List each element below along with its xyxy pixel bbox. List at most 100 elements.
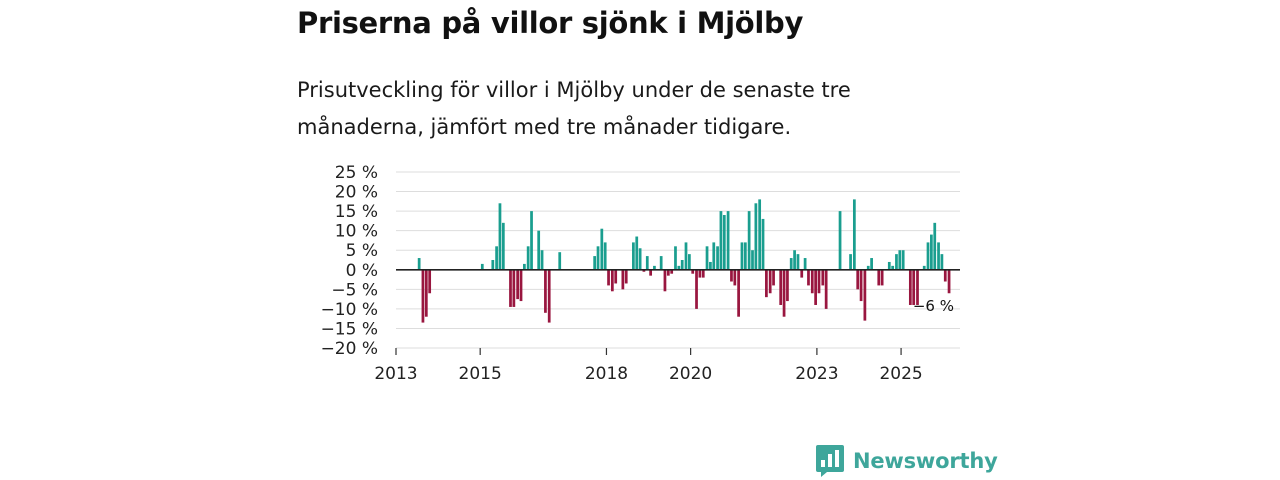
bar-negative bbox=[856, 269, 860, 290]
bar-positive bbox=[638, 248, 642, 270]
y-tick-label: 5 % bbox=[346, 241, 378, 261]
bar-positive bbox=[709, 261, 712, 270]
axes bbox=[396, 268, 960, 349]
bar-positive bbox=[838, 211, 842, 270]
bar-positive bbox=[540, 250, 544, 270]
bar-negative bbox=[779, 269, 783, 305]
bar-positive bbox=[688, 254, 691, 270]
bar-positive bbox=[852, 199, 856, 270]
bar-positive bbox=[603, 242, 607, 270]
bar-negative bbox=[424, 269, 428, 317]
x-tick-label: 2013 bbox=[374, 364, 417, 384]
bar-negative bbox=[912, 269, 916, 305]
bar-positive bbox=[719, 211, 723, 270]
bar-negative bbox=[947, 269, 951, 294]
bar-positive bbox=[761, 218, 765, 270]
y-axis-ticks: 25 %20 %15 %10 %5 %0 %−5 %−10 %−15 %−20 … bbox=[321, 163, 378, 359]
bar-positive bbox=[530, 211, 533, 270]
bar-positive bbox=[600, 228, 604, 270]
bar-positive bbox=[526, 246, 530, 270]
bar-negative bbox=[772, 269, 775, 286]
bar-positive bbox=[743, 242, 747, 270]
bar-positive bbox=[796, 254, 800, 270]
bar-positive bbox=[722, 215, 726, 270]
y-tick-label: −15 % bbox=[321, 319, 378, 339]
bar-negative bbox=[610, 269, 614, 292]
bar-positive bbox=[789, 258, 793, 270]
bar-negative bbox=[691, 269, 695, 274]
bar-positive bbox=[593, 256, 597, 270]
bar-negative bbox=[698, 269, 702, 278]
bar-positive bbox=[674, 246, 677, 270]
bar-negative bbox=[547, 269, 551, 323]
bar-positive bbox=[747, 211, 751, 270]
bar-positive bbox=[891, 265, 895, 270]
bar-negative bbox=[519, 269, 523, 302]
latest-value-label: −6 % bbox=[913, 297, 954, 315]
bar-positive bbox=[498, 203, 502, 270]
bar-positive bbox=[849, 254, 852, 270]
x-tick-label: 2018 bbox=[585, 364, 628, 384]
bar-positive bbox=[680, 260, 684, 270]
bar-negative bbox=[730, 269, 733, 282]
bar-positive bbox=[659, 256, 663, 270]
y-tick-label: −20 % bbox=[321, 339, 378, 359]
bar-negative bbox=[768, 269, 772, 294]
bar-negative bbox=[642, 269, 646, 272]
bar-negative bbox=[824, 269, 828, 309]
bar-positive bbox=[726, 211, 730, 270]
bar-negative bbox=[421, 269, 425, 323]
bar-positive bbox=[632, 242, 635, 270]
bar-negative bbox=[821, 269, 825, 286]
y-tick-label: −10 % bbox=[321, 300, 378, 320]
bar-negative bbox=[733, 269, 737, 286]
bar-negative bbox=[666, 269, 670, 276]
bar-positive bbox=[653, 265, 656, 270]
bar-positive bbox=[677, 265, 681, 270]
x-axis-ticks: 2013 2015 2018 2020 2023 2025 bbox=[374, 348, 923, 384]
bar-negative bbox=[695, 269, 698, 309]
bar-positive bbox=[898, 250, 902, 270]
bar-chart: 25 %20 %15 %10 %5 %0 %−5 %−10 %−15 %−20 … bbox=[321, 163, 960, 384]
bar-positive bbox=[712, 242, 716, 270]
bar-negative bbox=[516, 269, 520, 300]
bar-positive bbox=[930, 234, 933, 270]
bar-negative bbox=[814, 269, 817, 305]
bar-positive bbox=[870, 258, 873, 270]
bar-positive bbox=[793, 250, 796, 270]
y-tick-label: 10 % bbox=[335, 222, 378, 242]
bars bbox=[417, 199, 951, 323]
brand-name: Newsworthy bbox=[853, 449, 998, 473]
bar-positive bbox=[895, 254, 898, 270]
bar-negative bbox=[943, 269, 947, 282]
bar-negative bbox=[607, 269, 610, 286]
bar-positive bbox=[558, 252, 562, 270]
bar-negative bbox=[765, 269, 768, 298]
bar-positive bbox=[491, 260, 495, 270]
bar-negative bbox=[807, 269, 810, 286]
bar-negative bbox=[782, 269, 786, 317]
y-tick-label: 0 % bbox=[346, 261, 378, 281]
gridlines bbox=[396, 171, 960, 349]
bar-negative bbox=[649, 269, 653, 276]
bar-negative bbox=[863, 269, 867, 321]
bar-negative bbox=[916, 269, 919, 305]
bar-positive bbox=[937, 242, 940, 270]
bar-negative bbox=[859, 269, 863, 302]
bar-positive bbox=[866, 265, 870, 270]
bar-positive bbox=[901, 250, 905, 270]
bar-positive bbox=[803, 258, 807, 270]
x-tick-label: 2023 bbox=[795, 364, 838, 384]
bar-negative bbox=[428, 269, 432, 294]
x-tick-label: 2015 bbox=[459, 364, 502, 384]
bar-negative bbox=[786, 269, 789, 302]
bar-negative bbox=[624, 269, 628, 284]
bar-positive bbox=[705, 246, 709, 270]
bar-positive bbox=[740, 242, 744, 270]
bar-negative bbox=[614, 269, 618, 284]
bar-negative bbox=[621, 269, 625, 290]
bar-positive bbox=[940, 254, 944, 270]
newsworthy-logo-icon bbox=[816, 445, 844, 477]
bar-negative bbox=[509, 269, 512, 307]
brand-logo: Newsworthy bbox=[815, 444, 998, 478]
